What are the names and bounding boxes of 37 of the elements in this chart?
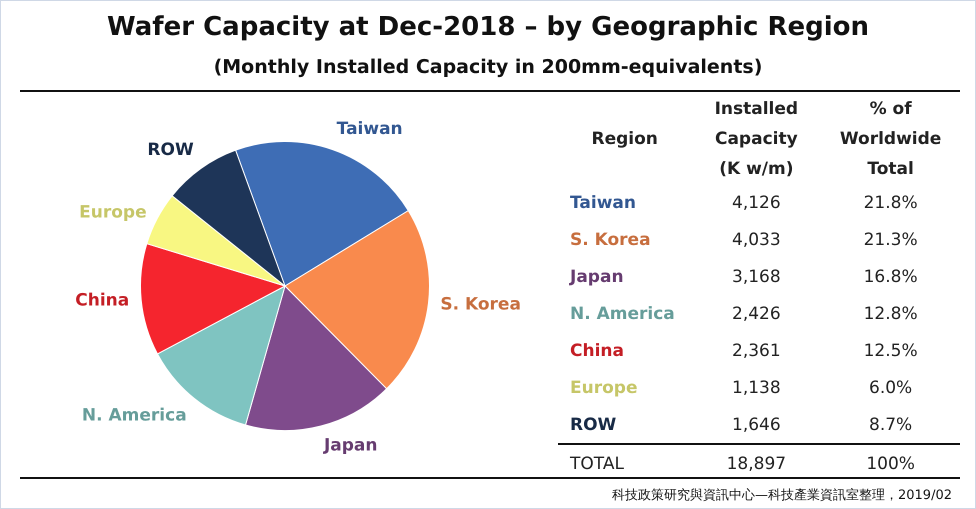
- slice-label: China: [75, 290, 130, 310]
- category-label: ROW: [570, 414, 616, 434]
- slice-label: N. America: [82, 406, 187, 426]
- category-label: China: [570, 340, 624, 360]
- category-label: S. Korea: [570, 230, 651, 250]
- chart-subtitle: (Monthly Installed Capacity in 200mm-equivalents): [212, 56, 764, 78]
- text: 2,426: [731, 302, 782, 326]
- slice-label: Japan: [322, 435, 378, 456]
- slice-label: ROW: [147, 140, 194, 160]
- text: 12.8%: [862, 302, 919, 326]
- slice-label: Taiwan: [336, 119, 403, 140]
- text: 8.7%: [868, 414, 914, 436]
- text: % of Worldwide Total: [838, 98, 942, 181]
- text: 21.8%: [862, 192, 919, 214]
- text: 4,033: [731, 228, 782, 252]
- text: Region: [590, 128, 659, 151]
- text: 1,138: [731, 376, 782, 400]
- text: 100%: [821, 444, 960, 482]
- text: 科技政策研究與資訊中心—科技產業資訊室整理，2019/02: [612, 487, 952, 504]
- text: 21.3%: [862, 228, 919, 252]
- text: 4,126: [731, 192, 782, 214]
- category-label: N. America: [570, 304, 675, 324]
- text: 12.5%: [862, 340, 919, 362]
- text: 18,897: [691, 444, 822, 482]
- category-label: Taiwan: [570, 192, 636, 212]
- text: 16.8%: [862, 266, 919, 288]
- text: 3,168: [731, 266, 782, 288]
- text: Installed Capacity (K w/m): [714, 98, 800, 181]
- slice-label: Europe: [79, 202, 147, 222]
- text: 1,646: [731, 414, 782, 436]
- slice-label: S. Korea: [440, 294, 521, 314]
- text: 6.0%: [868, 376, 914, 400]
- chart-title: Wafer Capacity at Dec-2018 – by Geographic Region: [106, 12, 870, 42]
- category-label: Europe: [570, 378, 638, 398]
- text: TOTAL: [558, 444, 692, 482]
- category-label: Japan: [570, 266, 624, 286]
- text: 2,361: [731, 340, 782, 362]
